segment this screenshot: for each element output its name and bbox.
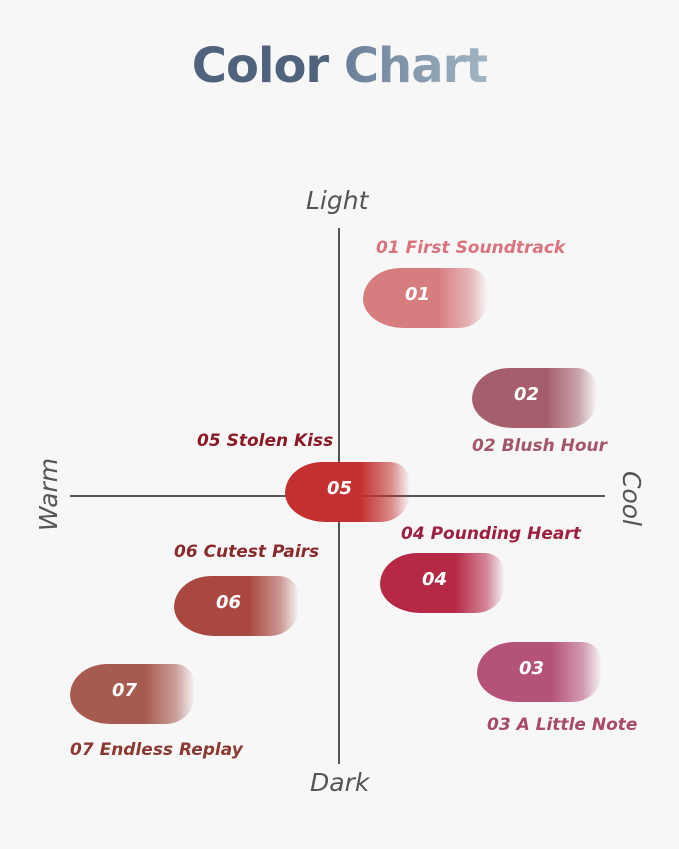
swatch-05: 05 (285, 462, 410, 522)
shade-label-06: 06 Cutest Pairs (174, 542, 320, 562)
axis-label-dark: Dark (310, 768, 370, 797)
shade-label-04: 04 Pounding Heart (401, 524, 581, 544)
swatch-03: 03 (477, 642, 602, 702)
axis-label-warm: Warm (34, 457, 64, 532)
axis-label-cool: Cool (617, 471, 646, 526)
shade-label-03: 03 A Little Note (487, 715, 638, 735)
axis-label-light: Light (306, 186, 369, 215)
shade-label-07: 07 Endless Replay (70, 740, 243, 760)
shade-label-02: 02 Blush Hour (472, 436, 607, 456)
swatch-01: 01 (363, 268, 488, 328)
page-title: Color Chart (191, 38, 488, 94)
shade-label-01: 01 First Soundtrack (376, 238, 566, 258)
swatch-04: 04 (380, 553, 505, 613)
swatch-06: 06 (174, 576, 299, 636)
shade-label-05: 05 Stolen Kiss (197, 431, 334, 451)
swatch-02: 02 (472, 368, 597, 428)
swatch-07: 07 (70, 664, 195, 724)
